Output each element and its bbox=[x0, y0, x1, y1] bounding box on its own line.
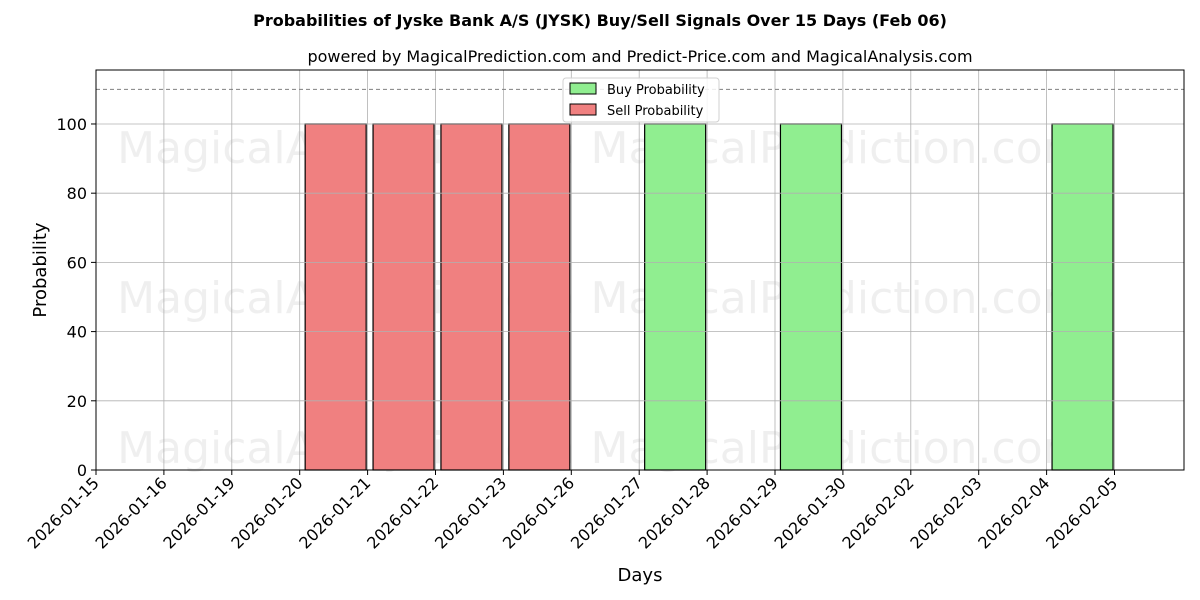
bar-buy-probability bbox=[1051, 123, 1114, 471]
legend-swatch bbox=[569, 82, 597, 95]
bar-sell-probability bbox=[440, 123, 503, 471]
bar-sell-probability bbox=[372, 123, 435, 471]
x-tick-label: 2026-01-26 bbox=[499, 473, 578, 552]
bar-buy-probability bbox=[779, 123, 843, 471]
x-tick-label: 2026-01-23 bbox=[431, 473, 510, 552]
plot-area: MagicalAnalysis.comMagicalPrediction.com… bbox=[24, 69, 1185, 553]
legend-swatch bbox=[569, 103, 597, 116]
y-tick-label: 80 bbox=[67, 184, 87, 203]
legend-box bbox=[562, 77, 720, 123]
legend-label: Buy Probability bbox=[607, 83, 705, 98]
x-tick-label: 2026-01-20 bbox=[227, 473, 306, 552]
x-tick-label: 2026-01-30 bbox=[771, 473, 850, 552]
x-tick-label: 2026-01-27 bbox=[567, 473, 646, 552]
y-tick-label: 100 bbox=[56, 115, 87, 134]
x-axis-label: Days bbox=[618, 565, 663, 586]
x-tick-label: 2026-01-16 bbox=[92, 473, 171, 552]
plot-frame bbox=[95, 69, 1185, 471]
x-tick-label: 2026-01-28 bbox=[635, 473, 714, 552]
y-tick-label: 40 bbox=[67, 323, 87, 342]
y-tick-label: 0 bbox=[77, 461, 87, 480]
chart-subtitle: powered by MagicalPrediction.com and Pre… bbox=[307, 47, 972, 66]
x-tick-label: 2026-01-22 bbox=[363, 473, 442, 552]
x-tick-label: 2026-02-05 bbox=[1042, 473, 1121, 552]
x-tick-label: 2026-01-15 bbox=[24, 473, 103, 552]
legend-label: Sell Probability bbox=[607, 104, 704, 119]
chart-title: Probabilities of Jyske Bank A/S (JYSK) B… bbox=[253, 11, 947, 30]
x-tick-label: 2026-01-21 bbox=[295, 473, 374, 552]
y-axis-label: Probability bbox=[30, 222, 51, 317]
x-tick-label: 2026-01-19 bbox=[159, 473, 238, 552]
y-tick-label: 20 bbox=[67, 392, 87, 411]
bar-buy-probability bbox=[644, 123, 707, 471]
legend: Buy Probability Sell Probability bbox=[562, 77, 720, 123]
x-tick-label: 2026-02-04 bbox=[974, 473, 1053, 552]
bar-sell-probability bbox=[508, 123, 571, 471]
x-tick-label: 2026-01-29 bbox=[703, 473, 782, 552]
x-tick-label: 2026-02-03 bbox=[906, 473, 985, 552]
bar-sell-probability bbox=[304, 123, 367, 471]
x-tick-label: 2026-02-02 bbox=[838, 473, 917, 552]
y-tick-label: 60 bbox=[67, 253, 87, 272]
